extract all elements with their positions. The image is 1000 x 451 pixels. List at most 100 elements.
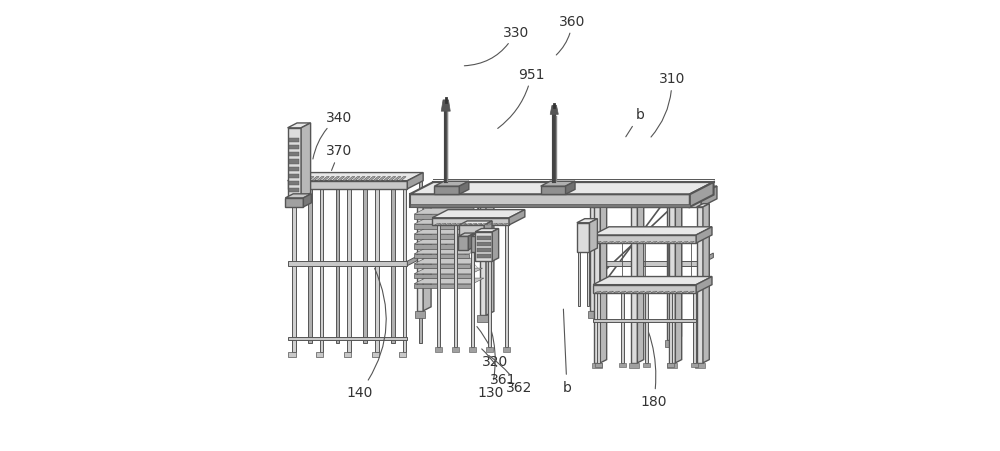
- Polygon shape: [619, 363, 626, 368]
- Polygon shape: [663, 291, 670, 293]
- Polygon shape: [566, 182, 575, 195]
- Polygon shape: [621, 293, 624, 363]
- Polygon shape: [363, 181, 367, 344]
- Polygon shape: [465, 224, 472, 226]
- Polygon shape: [454, 226, 457, 347]
- Polygon shape: [414, 254, 469, 259]
- Polygon shape: [657, 242, 663, 244]
- Polygon shape: [388, 177, 396, 181]
- Polygon shape: [434, 187, 459, 195]
- Polygon shape: [288, 337, 407, 341]
- Text: 180: 180: [633, 300, 667, 408]
- Text: 310: 310: [651, 72, 685, 138]
- Polygon shape: [477, 254, 491, 258]
- Polygon shape: [484, 221, 492, 237]
- Polygon shape: [452, 347, 459, 352]
- Polygon shape: [632, 291, 639, 293]
- Polygon shape: [414, 284, 473, 289]
- Polygon shape: [607, 242, 614, 244]
- Text: 340: 340: [313, 110, 353, 160]
- Polygon shape: [638, 291, 645, 293]
- Polygon shape: [651, 291, 657, 293]
- Polygon shape: [502, 224, 508, 226]
- Polygon shape: [588, 311, 599, 318]
- Polygon shape: [620, 291, 626, 293]
- Polygon shape: [288, 173, 423, 181]
- Polygon shape: [289, 189, 299, 193]
- Polygon shape: [469, 347, 476, 352]
- Polygon shape: [667, 203, 681, 207]
- Polygon shape: [550, 106, 558, 115]
- Polygon shape: [607, 291, 614, 293]
- Polygon shape: [505, 226, 508, 347]
- Polygon shape: [414, 215, 463, 219]
- Polygon shape: [593, 227, 712, 235]
- Polygon shape: [587, 253, 589, 307]
- Polygon shape: [697, 204, 709, 207]
- Text: 951: 951: [498, 68, 545, 129]
- Polygon shape: [419, 181, 422, 344]
- Polygon shape: [676, 291, 682, 293]
- Polygon shape: [459, 182, 469, 195]
- Polygon shape: [301, 124, 311, 198]
- Polygon shape: [471, 226, 474, 347]
- Polygon shape: [637, 204, 644, 363]
- Polygon shape: [614, 291, 620, 293]
- Polygon shape: [288, 262, 407, 266]
- Polygon shape: [593, 277, 712, 285]
- Polygon shape: [593, 195, 701, 207]
- Polygon shape: [669, 207, 675, 363]
- Polygon shape: [435, 347, 442, 352]
- Polygon shape: [289, 175, 299, 179]
- Polygon shape: [289, 167, 299, 171]
- Polygon shape: [320, 189, 323, 352]
- Polygon shape: [432, 210, 525, 218]
- Polygon shape: [601, 291, 607, 293]
- Polygon shape: [410, 195, 690, 207]
- Polygon shape: [693, 293, 696, 363]
- Polygon shape: [292, 189, 296, 352]
- Polygon shape: [288, 129, 301, 198]
- Polygon shape: [459, 226, 484, 237]
- Polygon shape: [407, 173, 423, 189]
- Polygon shape: [698, 253, 713, 266]
- Polygon shape: [703, 204, 709, 363]
- Polygon shape: [645, 291, 651, 293]
- Text: 370: 370: [326, 144, 353, 171]
- Polygon shape: [307, 177, 314, 181]
- Polygon shape: [480, 203, 494, 207]
- Polygon shape: [631, 204, 644, 207]
- Polygon shape: [289, 182, 299, 186]
- Polygon shape: [477, 316, 488, 322]
- Polygon shape: [589, 219, 597, 253]
- Polygon shape: [670, 242, 676, 244]
- Polygon shape: [577, 219, 597, 223]
- Polygon shape: [492, 229, 499, 262]
- Polygon shape: [368, 177, 375, 181]
- Polygon shape: [378, 177, 386, 181]
- Polygon shape: [590, 203, 605, 207]
- Polygon shape: [509, 210, 525, 226]
- Polygon shape: [667, 207, 674, 341]
- Polygon shape: [471, 234, 488, 237]
- Polygon shape: [458, 237, 468, 250]
- Polygon shape: [337, 177, 345, 181]
- Polygon shape: [620, 242, 626, 244]
- Polygon shape: [590, 207, 597, 311]
- Polygon shape: [667, 363, 677, 368]
- Polygon shape: [503, 347, 510, 352]
- Polygon shape: [593, 285, 696, 293]
- Polygon shape: [682, 291, 688, 293]
- Polygon shape: [332, 177, 340, 181]
- Polygon shape: [414, 225, 465, 229]
- Polygon shape: [288, 352, 296, 357]
- Polygon shape: [353, 177, 360, 181]
- Polygon shape: [486, 224, 492, 226]
- Polygon shape: [414, 278, 484, 284]
- Polygon shape: [593, 235, 696, 244]
- Polygon shape: [458, 234, 475, 237]
- Polygon shape: [460, 224, 467, 226]
- Text: 330: 330: [464, 26, 529, 67]
- Polygon shape: [410, 205, 690, 207]
- Polygon shape: [423, 203, 431, 311]
